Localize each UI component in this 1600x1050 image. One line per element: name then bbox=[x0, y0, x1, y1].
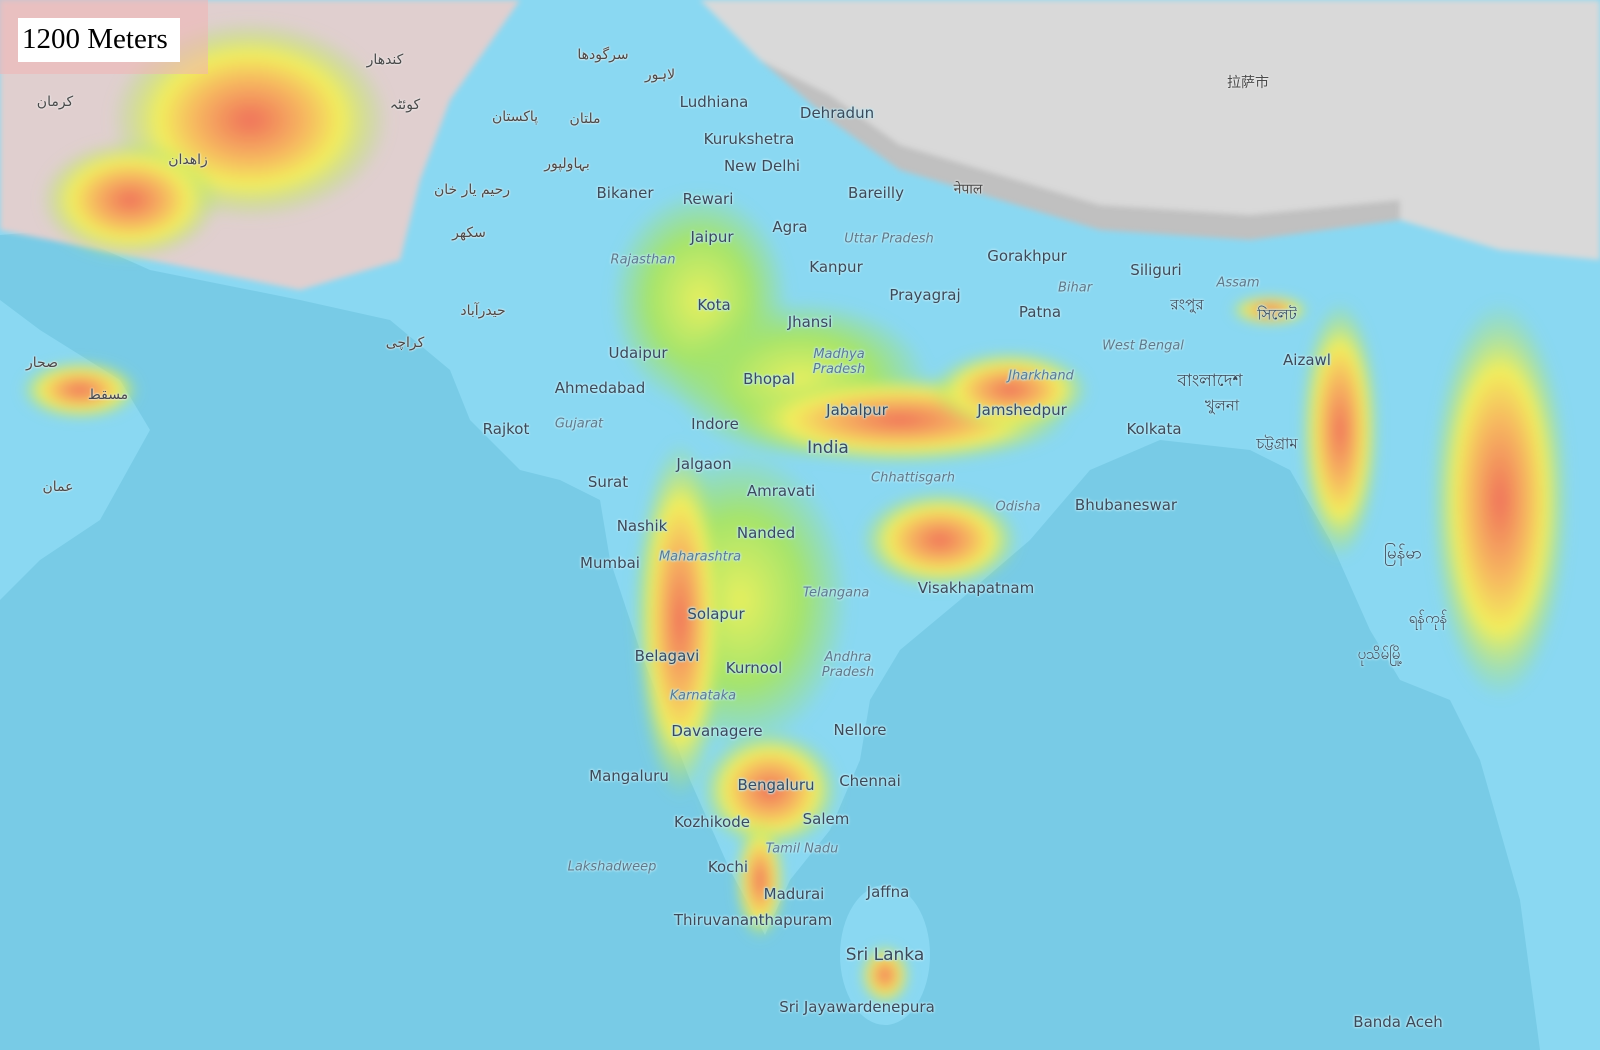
country-label[interactable]: عمان bbox=[42, 479, 74, 495]
city-label[interactable]: Siliguri bbox=[1130, 261, 1182, 279]
place-label[interactable]: ရန်ကုန် bbox=[1408, 609, 1448, 627]
place-label[interactable]: খুলনা bbox=[1204, 396, 1240, 415]
region-label: Rajasthan bbox=[610, 252, 676, 268]
city-label[interactable]: Kurukshetra bbox=[703, 130, 795, 148]
country-label[interactable]: বাংলাদেশ bbox=[1177, 371, 1243, 391]
region-label: Odisha bbox=[995, 499, 1041, 515]
city-label[interactable]: Visakhapatnam bbox=[917, 579, 1035, 597]
place-label[interactable]: کرمان bbox=[36, 94, 74, 110]
city-label[interactable]: Banda Aceh bbox=[1353, 1013, 1443, 1031]
elevation-scale-label: 1200 Meters bbox=[18, 18, 180, 62]
place-label[interactable]: سرگودھا bbox=[577, 47, 629, 63]
city-label[interactable]: Bhubaneswar bbox=[1074, 496, 1178, 514]
place-label[interactable]: مسقط bbox=[87, 387, 129, 403]
city-label[interactable]: Belagavi bbox=[634, 647, 700, 665]
place-label[interactable]: کراچی bbox=[385, 335, 425, 351]
city-label[interactable]: Kolkata bbox=[1126, 420, 1182, 438]
city-label[interactable]: Bikaner bbox=[596, 184, 654, 202]
city-label[interactable]: Surat bbox=[587, 473, 629, 491]
city-label[interactable]: Kozhikode bbox=[674, 813, 750, 831]
city-label[interactable]: Ludhiana bbox=[679, 93, 749, 111]
city-label[interactable]: Bareilly bbox=[848, 184, 904, 202]
place-label[interactable]: زاهدان bbox=[168, 152, 208, 168]
place-label[interactable]: سکھر bbox=[452, 225, 486, 241]
place-label[interactable]: صحار bbox=[26, 355, 58, 371]
city-label[interactable]: Jamshedpur bbox=[977, 401, 1067, 419]
place-label[interactable]: ملتان bbox=[569, 111, 601, 127]
city-label[interactable]: Kota bbox=[697, 296, 731, 314]
city-label[interactable]: Salem bbox=[802, 810, 850, 828]
city-label[interactable]: Aizawl bbox=[1283, 351, 1331, 369]
city-label[interactable]: Kurnool bbox=[725, 659, 783, 677]
city-label[interactable]: Chennai bbox=[839, 772, 901, 790]
region-label: Bihar bbox=[1057, 280, 1093, 296]
city-label[interactable]: Kanpur bbox=[809, 258, 863, 276]
city-label[interactable]: Jhansi bbox=[787, 313, 833, 331]
place-label[interactable]: 拉萨市 bbox=[1227, 75, 1269, 91]
city-label[interactable]: Ahmedabad bbox=[554, 379, 646, 397]
city-label[interactable]: Sri Jayawardenepura bbox=[779, 998, 935, 1016]
place-label[interactable]: کندھار bbox=[366, 52, 404, 68]
place-label[interactable]: সিলেট bbox=[1257, 305, 1297, 324]
place-label[interactable]: حیدرآباد bbox=[460, 303, 506, 319]
region-label: Lakshadweep bbox=[567, 859, 657, 875]
city-label[interactable]: Rewari bbox=[682, 190, 734, 208]
city-label[interactable]: Gorakhpur bbox=[987, 247, 1067, 265]
city-label[interactable]: Indore bbox=[691, 415, 739, 433]
city-label[interactable]: Nellore bbox=[833, 721, 887, 739]
city-label[interactable]: New Delhi bbox=[723, 157, 801, 175]
elevation-shading bbox=[20, 20, 1570, 1005]
place-label[interactable]: রংপুর bbox=[1170, 295, 1204, 314]
region-label: Andhra Pradesh bbox=[821, 650, 875, 680]
region-label: Chhattisgarh bbox=[871, 470, 955, 486]
city-label[interactable]: Jalgaon bbox=[676, 455, 732, 473]
city-label[interactable]: Mumbai bbox=[580, 554, 640, 572]
place-label[interactable]: لاہور bbox=[644, 67, 676, 83]
region-label: Tamil Nadu bbox=[765, 841, 839, 857]
city-label[interactable]: Jaffna bbox=[866, 883, 910, 901]
city-label[interactable]: Rajkot bbox=[482, 420, 530, 438]
city-label[interactable]: Bengaluru bbox=[737, 776, 815, 794]
city-label[interactable]: Madurai bbox=[763, 885, 825, 903]
city-label[interactable]: Patna bbox=[1018, 303, 1062, 321]
place-label[interactable]: رحیم یار خان bbox=[434, 182, 510, 198]
country-label[interactable]: नेपाल bbox=[953, 181, 983, 198]
city-label[interactable]: Nashik bbox=[616, 517, 668, 535]
region-label: Assam bbox=[1216, 275, 1260, 291]
place-label[interactable]: চট্টগ্রাম bbox=[1256, 434, 1298, 453]
country-label[interactable]: India bbox=[807, 438, 849, 458]
region-label: West Bengal bbox=[1102, 338, 1184, 354]
region-label: Karnataka bbox=[669, 688, 737, 704]
city-label[interactable]: Jaipur bbox=[690, 228, 734, 246]
city-label[interactable]: Kochi bbox=[707, 858, 749, 876]
city-label[interactable]: Bhopal bbox=[743, 370, 795, 388]
country-label[interactable]: Sri Lanka bbox=[845, 945, 925, 965]
place-label[interactable]: کوئٹہ bbox=[389, 97, 421, 113]
place-label[interactable]: بہاولپور bbox=[544, 156, 590, 172]
city-label[interactable]: Udaipur bbox=[608, 344, 668, 362]
region-label: Madhya Pradesh bbox=[812, 347, 866, 377]
country-label[interactable]: မြန်မာ bbox=[1383, 543, 1423, 564]
place-label[interactable]: پاکستان bbox=[491, 109, 539, 125]
city-label[interactable]: Thiruvananthapuram bbox=[673, 911, 833, 929]
city-label[interactable]: Mangaluru bbox=[589, 767, 669, 785]
city-label[interactable]: Prayagraj bbox=[889, 286, 961, 304]
region-label: Uttar Pradesh bbox=[844, 231, 934, 247]
city-label[interactable]: Dehradun bbox=[799, 104, 875, 122]
city-label[interactable]: Amravati bbox=[746, 482, 816, 500]
city-label[interactable]: Jabalpur bbox=[826, 401, 888, 419]
place-label[interactable]: ပုသိမ်မြို့ bbox=[1357, 645, 1403, 663]
region-label: Gujarat bbox=[554, 416, 604, 432]
city-label[interactable]: Agra bbox=[772, 218, 808, 236]
region-label: Telangana bbox=[802, 585, 870, 601]
region-label: Maharashtra bbox=[658, 549, 742, 565]
city-label[interactable]: Nanded bbox=[736, 524, 796, 542]
city-label[interactable]: Davanagere bbox=[671, 722, 763, 740]
city-label[interactable]: Solapur bbox=[687, 605, 745, 623]
region-label: Jharkhand bbox=[1008, 368, 1074, 384]
